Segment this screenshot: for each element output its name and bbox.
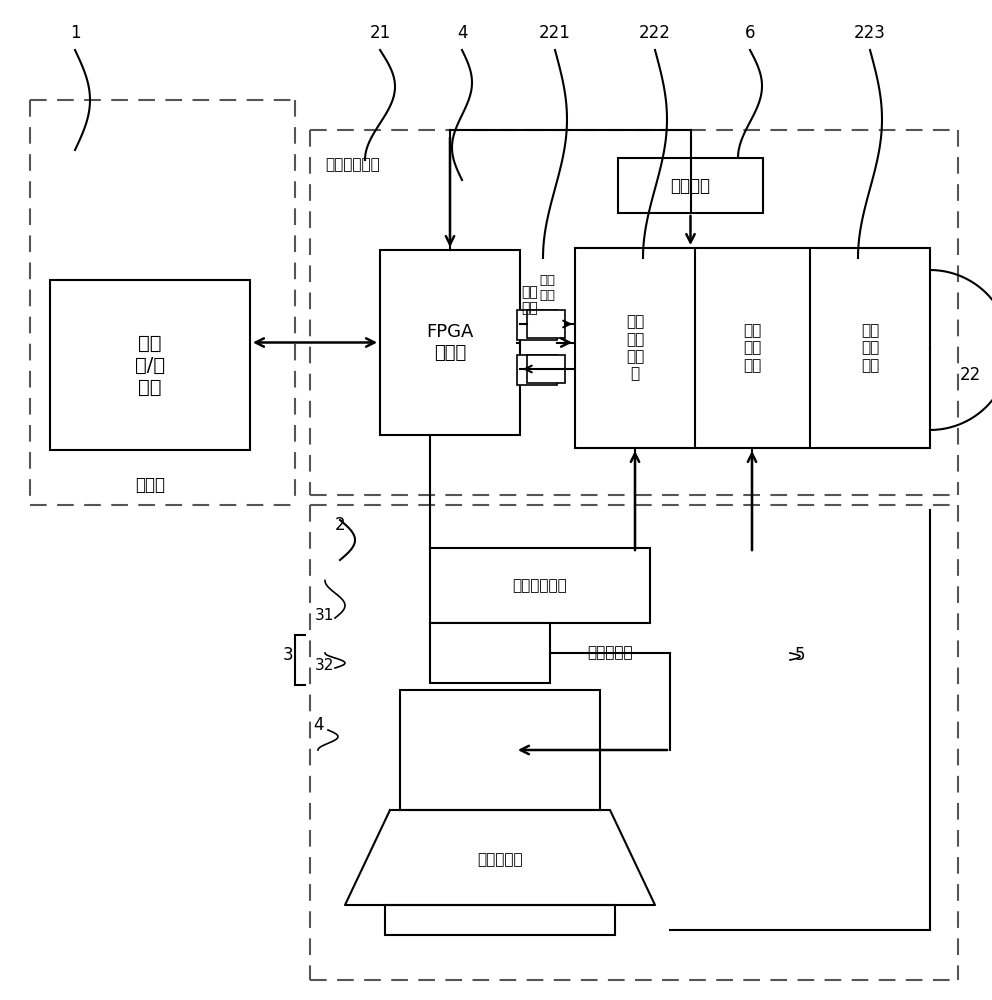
Text: 上位机: 上位机: [135, 476, 165, 494]
Text: 21: 21: [369, 24, 391, 42]
Text: FPGA
单板机: FPGA 单板机: [427, 323, 474, 362]
Text: 直流电源: 直流电源: [671, 176, 710, 194]
Text: 伺服控制机筱: 伺服控制机筱: [325, 157, 380, 172]
Text: 位移传感器: 位移传感器: [587, 646, 633, 660]
Text: 3: 3: [283, 646, 294, 664]
Text: 1: 1: [69, 24, 80, 42]
FancyBboxPatch shape: [430, 548, 650, 623]
Text: 5: 5: [795, 646, 806, 664]
Text: 222: 222: [639, 24, 671, 42]
Text: 加速度传感器: 加速度传感器: [513, 578, 567, 593]
Text: 4: 4: [312, 716, 323, 734]
FancyBboxPatch shape: [618, 158, 763, 213]
Text: 电液伺服阀: 电液伺服阀: [477, 852, 523, 867]
FancyBboxPatch shape: [400, 690, 600, 810]
FancyBboxPatch shape: [527, 310, 565, 338]
Text: 模拟
接口: 模拟 接口: [522, 285, 539, 315]
Text: 4: 4: [456, 24, 467, 42]
Text: 6: 6: [745, 24, 755, 42]
Text: 22: 22: [960, 366, 981, 384]
Text: 221: 221: [539, 24, 571, 42]
Text: 模拟
接口: 模拟 接口: [539, 274, 555, 302]
Text: 加速
度适
调模
块: 加速 度适 调模 块: [626, 314, 644, 382]
FancyBboxPatch shape: [517, 310, 557, 340]
Text: 32: 32: [315, 658, 334, 673]
Text: 功率
放大
模块: 功率 放大 模块: [861, 323, 879, 373]
Text: 位移
适调
模块: 位移 适调 模块: [743, 323, 761, 373]
FancyBboxPatch shape: [380, 250, 520, 435]
Text: 223: 223: [854, 24, 886, 42]
FancyBboxPatch shape: [50, 280, 250, 450]
FancyBboxPatch shape: [575, 248, 930, 448]
FancyBboxPatch shape: [517, 355, 557, 385]
FancyBboxPatch shape: [527, 355, 565, 383]
Text: 2: 2: [334, 516, 345, 534]
FancyBboxPatch shape: [430, 623, 550, 683]
Text: 31: 31: [315, 608, 334, 623]
Text: 计算
机/笔
记本: 计算 机/笔 记本: [135, 334, 165, 396]
FancyBboxPatch shape: [385, 905, 615, 935]
